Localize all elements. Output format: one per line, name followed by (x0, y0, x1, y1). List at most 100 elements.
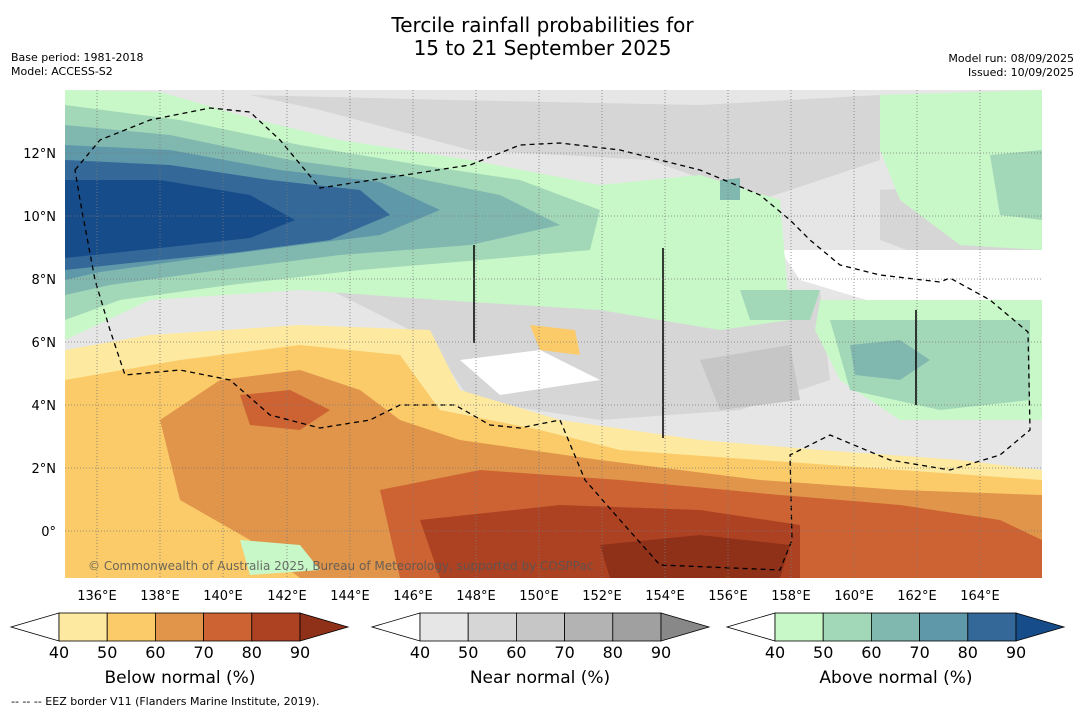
title-line-2: 15 to 21 September 2025 (413, 36, 672, 60)
near-normal-colorbar-tick: 80 (603, 643, 623, 662)
model-name: Model: ACCESS-S2 (11, 65, 113, 78)
below-normal-colorbar-segment (106, 612, 156, 642)
normal-gap-east (780, 250, 1042, 310)
near-normal-colorbar-segment (564, 612, 614, 642)
lon-label: 154°E (645, 589, 685, 604)
lat-label: 10°N (23, 210, 56, 225)
lon-label: 138°E (140, 589, 180, 604)
near-normal-colorbar-segment (419, 612, 469, 642)
eez-segments (473, 245, 917, 438)
above-normal-colorbar-segment (822, 612, 872, 642)
near-normal-colorbar-tick: 50 (458, 643, 478, 662)
near-normal-colorbar-segment (516, 612, 566, 642)
above-normal-colorbar-upper-extend (1015, 612, 1066, 642)
above-normal-colorbar: 40 50 60 70 80 90 (725, 612, 1066, 662)
near-normal-colorbar-lower-extend (370, 612, 421, 642)
lon-axis-labels: 136°E 138°E 140°E 142°E 144°E 146°E 148°E 150°E… (77, 589, 1000, 604)
lon-label: 146°E (393, 589, 433, 604)
above-50-mid (740, 290, 820, 320)
above-40-south-spot (240, 540, 320, 575)
lat-label: 2°N (32, 462, 57, 477)
meta-right: Model run: 08/09/2025 Issued: 10/09/2025 (948, 52, 1074, 80)
footnote: -- -- -- EEZ border V11 (Flanders Marine… (11, 695, 320, 708)
near-60 (700, 345, 800, 410)
above-normal-colorbar-segment (967, 612, 1017, 642)
below-normal-colorbar-segment (203, 612, 253, 642)
lat-axis-labels: 12°N 10°N 8°N 6°N 4°N 2°N 0° (23, 147, 56, 540)
below-normal-label: Below normal (%) (104, 668, 256, 688)
title-line-1: Tercile rainfall probabilities for (391, 13, 694, 37)
near-normal-label: Near normal (%) (469, 668, 611, 688)
near-normal-colorbar-tick: 70 (554, 643, 574, 662)
above-normal-colorbar-segment (774, 612, 824, 642)
below-70-west (240, 390, 330, 430)
below-normal-colorbar-lower-extend (9, 612, 60, 642)
above-normal-colorbar-tick: 40 (765, 643, 785, 662)
eez-border-line (74, 107, 1031, 571)
lat-label: 6°N (32, 336, 57, 351)
below-normal-colorbar-tick: 90 (290, 643, 310, 662)
lon-label: 144°E (330, 589, 370, 604)
above-normal-label: Above normal (%) (819, 668, 973, 688)
base-period: Base period: 1981-2018 (11, 51, 144, 64)
above-normal-colorbar-segment (919, 612, 969, 642)
normal-gap-mid (460, 350, 600, 395)
below-normal-colorbar-tick: 80 (242, 643, 262, 662)
below-normal-field (65, 325, 1042, 578)
near-normal-colorbar-tick: 40 (410, 643, 430, 662)
issued-date: Issued: 10/09/2025 (967, 66, 1074, 79)
near-normal-colorbar-segment (467, 612, 517, 642)
near-normal-colorbar-tick: 60 (506, 643, 526, 662)
near-normal-colorbar: 40 50 60 70 80 90 (370, 612, 711, 662)
eez-borders (74, 107, 1031, 571)
chart-title: Tercile rainfall probabilities for 15 to… (0, 14, 1085, 60)
above-50-ne (990, 150, 1042, 220)
below-normal-colorbar-tick: 40 (49, 643, 69, 662)
near-normal-colorbar-upper-extend (660, 612, 711, 642)
near-normal-colorbar-tick: 90 (651, 643, 671, 662)
above-90 (65, 180, 295, 258)
above-normal-colorbar-tick: 90 (1006, 643, 1026, 662)
above-normal-colorbar-lower-extend (725, 612, 776, 642)
below-normal-colorbar-segment (154, 612, 204, 642)
above-normal-colorbar-tick: 60 (861, 643, 881, 662)
above-normal-colorbar-segment (871, 612, 921, 642)
above-normal-colorbar-tick: 70 (909, 643, 929, 662)
lat-label: 0° (41, 525, 56, 540)
below-normal-colorbar: 40 50 60 70 80 90 (9, 612, 350, 662)
lon-label: 164°E (960, 589, 1000, 604)
map-area: © Commonwealth of Australia 2025, Bureau… (65, 90, 1042, 578)
lat-label: 12°N (23, 147, 56, 162)
above-60-spot (720, 178, 740, 200)
lon-label: 142°E (267, 589, 307, 604)
near-50-north (250, 95, 880, 200)
below-normal-colorbar-upper-extend (299, 612, 350, 642)
near-normal-colorbar-segment (612, 612, 662, 642)
meta-left: Base period: 1981-2018 Model: ACCESS-S2 (11, 51, 143, 79)
lon-label: 148°E (456, 589, 496, 604)
below-normal-colorbar-segment (58, 612, 108, 642)
lon-label: 152°E (582, 589, 622, 604)
below-90 (600, 535, 790, 578)
below-normal-colorbar-tick: 70 (193, 643, 213, 662)
above-normal-colorbar-tick: 50 (813, 643, 833, 662)
lon-label: 150°E (519, 589, 559, 604)
below-normal-colorbar-tick: 50 (97, 643, 117, 662)
below-normal-colorbar-segment (251, 612, 301, 642)
copyright-watermark: © Commonwealth of Australia 2025, Bureau… (88, 559, 593, 573)
gridlines (65, 90, 1042, 578)
model-run: Model run: 08/09/2025 (948, 52, 1074, 65)
lon-label: 162°E (897, 589, 937, 604)
lon-label: 160°E (834, 589, 874, 604)
lon-label: 156°E (708, 589, 748, 604)
below-50-spot (530, 325, 580, 355)
lat-label: 4°N (32, 399, 57, 414)
above-60-e (850, 340, 930, 380)
lon-label: 136°E (77, 589, 117, 604)
lat-label: 8°N (32, 273, 57, 288)
lon-label: 140°E (203, 589, 243, 604)
above-normal-field (65, 90, 1042, 420)
colorbars: 40 50 60 70 80 90 40 50 60 70 80 90 40 50 60 70 80 90 (9, 612, 1066, 662)
below-normal-colorbar-tick: 60 (145, 643, 165, 662)
